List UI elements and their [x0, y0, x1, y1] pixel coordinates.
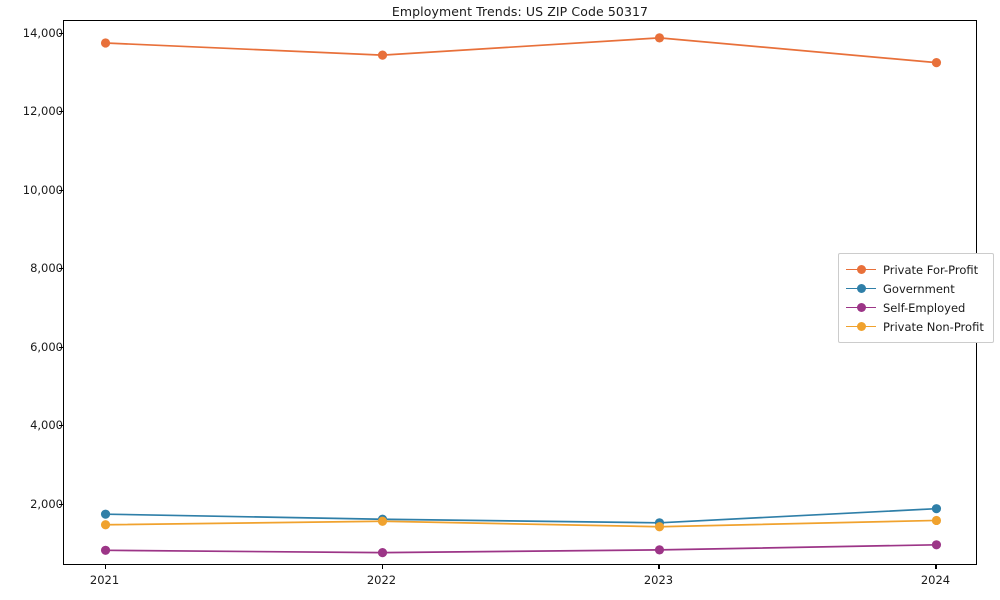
series-private-for-profit — [100, 33, 942, 68]
legend-label: Government — [883, 281, 955, 296]
y-axis-tick-mark — [59, 32, 63, 34]
data-point-marker — [654, 522, 665, 532]
legend-swatch-icon — [846, 320, 876, 334]
data-point-marker — [931, 515, 942, 526]
legend-marker-icon — [857, 303, 866, 312]
chart-title: Employment Trends: US ZIP Code 50317 — [391, 4, 649, 19]
data-point-marker — [100, 38, 111, 48]
x-axis-tick-mark — [935, 565, 937, 569]
data-point-marker — [931, 540, 942, 550]
legend-item[interactable]: Self-Employed — [846, 298, 984, 317]
x-axis: 2021 2022 2023 2024 — [63, 565, 977, 595]
y-axis-tick-mark — [59, 503, 63, 505]
y-axis-tick-label: 10,000 — [22, 182, 63, 197]
y-axis-tick-mark — [59, 268, 63, 270]
y-axis-tick-mark — [59, 189, 63, 191]
data-point-marker — [377, 50, 388, 60]
data-point-marker — [100, 545, 111, 555]
series-private-non-profit — [100, 515, 942, 532]
y-axis-tick-mark — [59, 425, 63, 427]
legend-marker-icon — [857, 284, 866, 293]
series-line — [104, 543, 938, 554]
legend-marker-icon — [857, 322, 866, 331]
legend-item[interactable]: Private For-Profit — [846, 260, 984, 279]
legend-item[interactable]: Private Non-Profit — [846, 317, 984, 336]
data-point-marker — [377, 516, 388, 526]
x-axis-tick-mark — [381, 565, 383, 569]
legend-label: Self-Employed — [883, 300, 966, 315]
legend-swatch-icon — [846, 263, 876, 277]
y-axis-tick-label: 6,000 — [30, 339, 63, 354]
legend-item[interactable]: Government — [846, 279, 984, 298]
data-point-marker — [931, 504, 942, 514]
y-axis-tick-mark — [59, 346, 63, 348]
x-axis-tick-label: 2021 — [89, 573, 120, 587]
y-axis: 2,000 4,000 6,000 8,000 10,000 12,000 14,000 — [0, 20, 63, 565]
y-axis-tick-mark — [59, 111, 63, 113]
series-line — [104, 37, 938, 64]
legend-label: Private For-Profit — [883, 262, 979, 277]
x-axis-tick-mark — [104, 565, 106, 569]
data-point-marker — [931, 58, 942, 68]
chart-legend: Private For-Profit Government Self-Employe… — [838, 253, 994, 343]
data-point-marker — [654, 33, 665, 43]
y-axis-tick-label: 8,000 — [30, 261, 63, 276]
series-government — [100, 504, 942, 528]
data-point-marker — [654, 545, 665, 555]
x-axis-tick-label: 2024 — [920, 573, 951, 587]
y-axis-tick-label: 14,000 — [22, 25, 63, 40]
y-axis-tick-label: 4,000 — [30, 418, 63, 433]
plot-series-svg — [100, 33, 942, 558]
data-point-marker — [100, 520, 111, 530]
x-axis-tick-label: 2022 — [366, 573, 397, 587]
series-line — [104, 519, 938, 528]
legend-marker-icon — [857, 265, 866, 274]
legend-swatch-icon — [846, 301, 876, 315]
legend-swatch-icon — [846, 282, 876, 296]
y-axis-tick-label: 2,000 — [30, 496, 63, 511]
series-self-employed — [100, 540, 942, 558]
y-axis-tick-label: 12,000 — [22, 104, 63, 119]
legend-label: Private Non-Profit — [883, 319, 984, 334]
x-axis-tick-mark — [658, 565, 660, 569]
data-point-marker — [100, 509, 111, 519]
plot-area — [63, 20, 977, 565]
series-line — [104, 507, 938, 524]
x-axis-tick-label: 2023 — [643, 573, 674, 587]
data-point-marker — [377, 548, 388, 558]
